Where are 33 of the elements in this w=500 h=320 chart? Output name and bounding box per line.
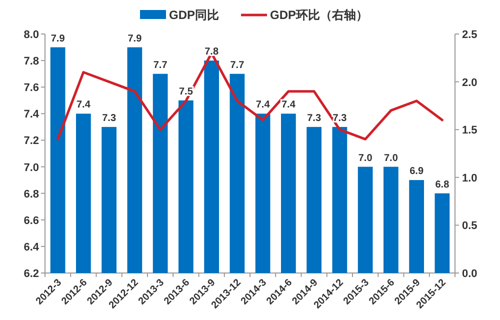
y-tick-label: 7.6 — [24, 82, 39, 94]
text: 7.7 — [153, 60, 168, 71]
text: 7.9 — [128, 33, 142, 44]
text: 7.3 — [307, 112, 322, 124]
y-tick-label: 7.2 — [24, 135, 39, 148]
y-tick-label: 8.0 — [24, 29, 39, 41]
y-tick-label: 6.6 — [24, 214, 39, 227]
text: 7.4 — [256, 100, 270, 111]
y-tick-label: 7.8 — [24, 56, 39, 68]
y2-tick-label: 1.0 — [462, 172, 478, 184]
text: 6.8 — [435, 179, 450, 190]
y2-tick-label: 0.5 — [462, 220, 478, 232]
y-tick-label: 7.4 — [24, 108, 40, 121]
y-tick-label: 6.2 — [24, 268, 39, 280]
text: 6.9 — [410, 166, 424, 178]
legend-label: GDP环比（右轴） — [270, 8, 368, 22]
text: 7.9 — [50, 33, 65, 44]
text: 7.3 — [102, 112, 116, 124]
text: 7.7 — [230, 60, 244, 71]
legend-label: GDP同比 — [169, 8, 220, 22]
y-tick-label: 6.8 — [24, 188, 39, 200]
text: 7.0 — [358, 152, 372, 164]
y2-tick-label: 2.0 — [462, 76, 478, 89]
text: 7.8 — [204, 46, 219, 58]
text: 7.0 — [384, 152, 398, 164]
y-tick-label: 6.4 — [24, 241, 40, 254]
text: 7.4 — [76, 100, 90, 111]
y-tick-label: 7.0 — [24, 162, 39, 174]
y2-tick-label: 2.5 — [462, 29, 478, 41]
y2-tick-label: 1.5 — [462, 124, 478, 137]
text: 7.3 — [332, 112, 347, 124]
text: 7.4 — [281, 100, 296, 111]
y2-tick-label: 0.0 — [462, 268, 478, 280]
